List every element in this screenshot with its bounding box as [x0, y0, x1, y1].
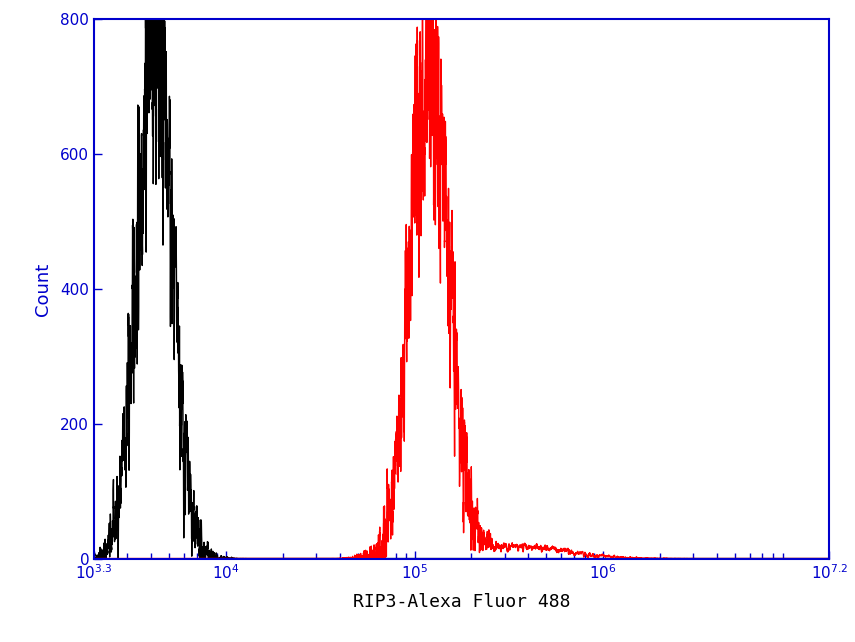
X-axis label: RIP3-Alexa Fluor 488: RIP3-Alexa Fluor 488	[353, 593, 570, 611]
Y-axis label: Count: Count	[34, 263, 52, 315]
